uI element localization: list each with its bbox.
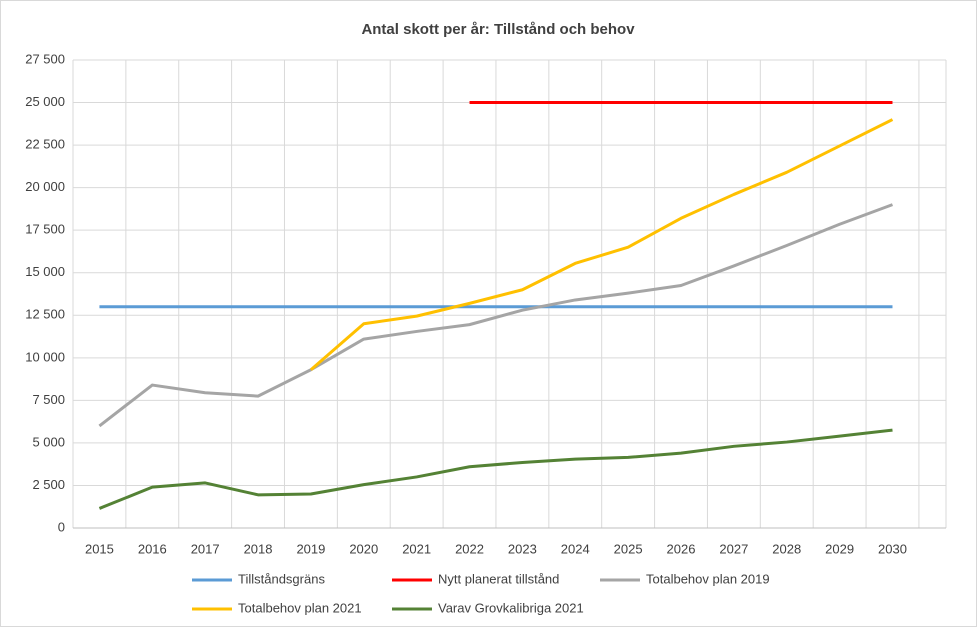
y-tick-label: 2 500: [32, 477, 65, 492]
x-tick-label: 2020: [349, 541, 378, 556]
x-tick-label: 2030: [878, 541, 907, 556]
chart-title: Antal skott per år: Tillstånd och behov: [361, 21, 635, 38]
x-tick-label: 2019: [296, 541, 325, 556]
y-tick-label: 10 000: [25, 349, 65, 364]
series-line: [98, 428, 893, 510]
x-tick-label: 2018: [244, 541, 273, 556]
y-tick-label: 25 000: [25, 94, 65, 109]
x-tick-label: 2025: [614, 541, 643, 556]
x-tick-label: 2022: [455, 541, 484, 556]
x-tick-label: 2027: [719, 541, 748, 556]
x-tick-label: 2017: [191, 541, 220, 556]
legend-label: Tillståndsgräns: [238, 571, 325, 586]
x-tick-label: 2015: [85, 541, 114, 556]
x-tick-label: 2026: [667, 541, 696, 556]
legend-label: Totalbehov plan 2021: [238, 600, 362, 615]
legend-label: Varav Grovkalibriga 2021: [438, 600, 584, 615]
x-tick-label: 2023: [508, 541, 537, 556]
y-tick-label: 17 500: [25, 222, 65, 237]
y-tick-label: 5 000: [32, 434, 65, 449]
x-tick-label: 2029: [825, 541, 854, 556]
legend-label: Totalbehov plan 2019: [646, 571, 770, 586]
legend-label: Nytt planerat tillstånd: [438, 571, 559, 586]
y-tick-label: 20 000: [25, 179, 65, 194]
y-tick-label: 27 500: [25, 51, 65, 66]
y-tick-label: 0: [58, 519, 65, 534]
y-tick-label: 7 500: [32, 392, 65, 407]
x-tick-label: 2024: [561, 541, 590, 556]
x-tick-label: 2016: [138, 541, 167, 556]
x-tick-label: 2028: [772, 541, 801, 556]
y-tick-label: 12 500: [25, 307, 65, 322]
series-line: [98, 203, 894, 428]
series-line: [309, 118, 894, 371]
y-tick-label: 22 500: [25, 137, 65, 152]
x-tick-label: 2021: [402, 541, 431, 556]
y-tick-label: 15 000: [25, 264, 65, 279]
